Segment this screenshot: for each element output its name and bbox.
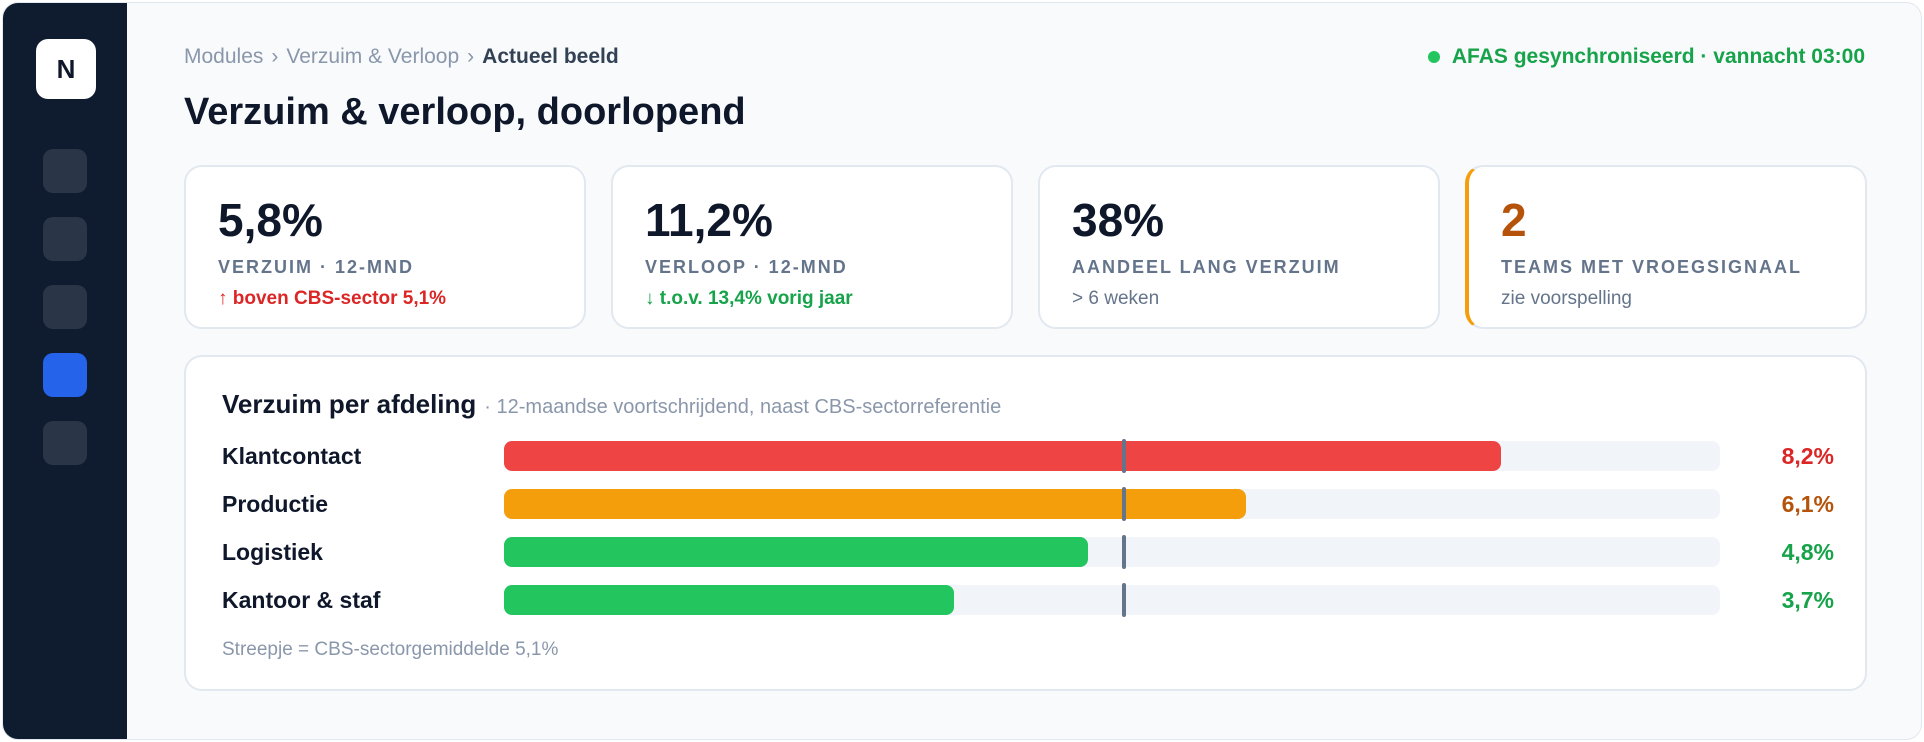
kpi-label: AANDEEL LANG VERZUIM	[1072, 257, 1341, 277]
bar-category-label: Logistiek	[222, 539, 323, 565]
bar	[504, 537, 1088, 567]
sidebar-item-5[interactable]	[43, 421, 87, 465]
sync-status: AFAS gesynchroniseerd · vannacht 03:00	[1427, 45, 1865, 69]
bar	[504, 441, 1502, 471]
sidebar-item-3[interactable]	[43, 285, 87, 329]
kpi-card-verzuim: 5,8% VERZUIM · 12-MND ↑ boven CBS-sector…	[184, 165, 586, 329]
reference-marker	[1122, 487, 1127, 521]
kpi-sub: > 6 weken	[1072, 288, 1160, 309]
kpi-link-voorspelling[interactable]: zie voorspelling	[1501, 288, 1632, 309]
chart-footnote: Streepje = CBS-sectorgemiddelde 5,1%	[222, 639, 559, 660]
app-logo[interactable]: N	[36, 39, 96, 99]
sidebar-item-1[interactable]	[43, 149, 87, 193]
absence-by-department-panel: Verzuim per afdeling · 12-maandse voorts…	[184, 355, 1867, 691]
panel-header: Verzuim per afdeling · 12-maandse voorts…	[222, 389, 1001, 420]
kpi-value: 38%	[1072, 194, 1165, 246]
bar-row: Productie 6,1%	[222, 487, 1834, 521]
main-content: Modules › Verzuim & Verloop › Actueel be…	[127, 3, 1921, 739]
bar-row: Klantcontact 8,2%	[222, 439, 1834, 473]
bar-category-label: Kantoor & staf	[222, 587, 381, 613]
reference-marker	[1122, 583, 1127, 617]
bar-row: Kantoor & staf 3,7%	[222, 583, 1834, 617]
bar-category-label: Productie	[222, 491, 329, 517]
bar-track	[504, 439, 1720, 473]
sync-status-text: AFAS gesynchroniseerd · vannacht 03:00	[1451, 45, 1865, 68]
bar-track	[504, 535, 1720, 569]
kpi-label: VERLOOP · 12-MND	[645, 257, 848, 277]
breadcrumb: Modules › Verzuim & Verloop › Actueel be…	[184, 45, 619, 69]
bar-category-label: Klantcontact	[222, 443, 362, 469]
bar-value-label: 8,2%	[1781, 443, 1834, 469]
panel-subtitle: · 12-maandse voortschrijdend, naast CBS-…	[484, 396, 1002, 418]
breadcrumb-verzuim-verloop[interactable]: Verzuim & Verloop	[286, 45, 460, 68]
kpi-card-verloop: 11,2% VERLOOP · 12-MND ↓ t.o.v. 13,4% vo…	[611, 165, 1013, 329]
kpi-card-lang-verzuim: 38% AANDEEL LANG VERZUIM > 6 weken	[1038, 165, 1440, 329]
status-dot-icon	[1427, 51, 1440, 63]
bar-track	[504, 487, 1720, 521]
kpi-trend: ↑ boven CBS-sector 5,1%	[218, 288, 447, 309]
breadcrumb-separator: ›	[271, 45, 279, 68]
reference-marker	[1122, 535, 1127, 569]
bar-row: Logistiek 4,8%	[222, 535, 1834, 569]
bar	[504, 585, 954, 615]
sidebar-item-4-active[interactable]	[43, 353, 87, 397]
breadcrumb-separator: ›	[467, 45, 475, 68]
breadcrumb-modules[interactable]: Modules	[184, 45, 264, 68]
bar-value-label: 4,8%	[1781, 539, 1834, 565]
reference-marker	[1122, 439, 1127, 473]
breadcrumb-current: Actueel beeld	[482, 45, 619, 68]
kpi-value: 11,2%	[645, 194, 773, 246]
sidebar: N	[3, 3, 127, 739]
page-title: Verzuim & verloop, doorlopend	[184, 91, 746, 133]
bar	[504, 489, 1246, 519]
bar-track	[504, 583, 1720, 617]
kpi-label: TEAMS MET VROEGSIGNAAL	[1501, 257, 1803, 277]
kpi-value: 2	[1501, 194, 1527, 246]
bar-value-label: 6,1%	[1781, 491, 1834, 517]
panel-title: Verzuim per afdeling	[222, 389, 477, 419]
kpi-label: VERZUIM · 12-MND	[218, 257, 415, 277]
bar-value-label: 3,7%	[1781, 587, 1834, 613]
kpi-card-vroegsignaal[interactable]: 2 TEAMS MET VROEGSIGNAAL zie voorspellin…	[1465, 165, 1867, 329]
kpi-trend: ↓ t.o.v. 13,4% vorig jaar	[645, 288, 853, 309]
kpi-value: 5,8%	[218, 194, 323, 246]
sidebar-item-2[interactable]	[43, 217, 87, 261]
